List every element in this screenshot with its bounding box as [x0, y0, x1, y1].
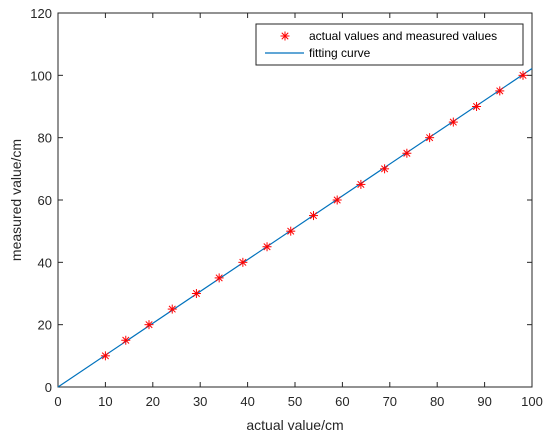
data-point [472, 102, 482, 111]
data-point [402, 148, 412, 158]
data-point [518, 70, 528, 80]
y-tick-label: 100 [30, 68, 52, 83]
legend-marker-icon [280, 31, 290, 41]
data-point [214, 273, 224, 283]
x-tick-label: 40 [240, 394, 254, 409]
x-tick-label: 100 [521, 394, 543, 409]
data-point [356, 179, 366, 189]
data-point [286, 226, 296, 236]
x-tick-label: 70 [383, 394, 397, 409]
x-tick-label: 30 [193, 394, 207, 409]
data-point [332, 195, 342, 205]
y-tick-label: 60 [38, 193, 52, 208]
x-tick-label: 60 [335, 394, 349, 409]
y-tick-label: 40 [38, 255, 52, 270]
data-point [425, 133, 435, 143]
x-tick-label: 20 [146, 394, 160, 409]
data-point [380, 164, 390, 174]
data-point [238, 257, 248, 267]
x-tick-label: 0 [54, 394, 61, 409]
x-tick-label: 90 [477, 394, 491, 409]
y-tick-label: 20 [38, 318, 52, 333]
data-point [121, 335, 131, 345]
y-tick-label: 120 [30, 6, 52, 21]
data-point [144, 320, 154, 330]
x-tick-label: 50 [288, 394, 302, 409]
y-axis-label: measured value/cm [8, 139, 24, 261]
legend: actual values and measured values fitting… [255, 23, 524, 66]
data-point [191, 289, 201, 298]
data-point [167, 304, 177, 314]
plot-area [57, 12, 533, 388]
legend-label: fitting curve [309, 46, 371, 60]
x-axis-label: actual value/cm [246, 417, 343, 433]
x-tick-label: 80 [430, 394, 444, 409]
data-point [448, 117, 458, 127]
data-point [495, 86, 505, 96]
y-tick-label: 80 [38, 131, 52, 146]
data-point [262, 242, 272, 252]
data-point [308, 211, 318, 221]
y-tick-label: 0 [45, 380, 52, 395]
data-point [100, 351, 110, 361]
legend-box [255, 23, 524, 66]
x-tick-label: 10 [98, 394, 112, 409]
legend-label: actual values and measured values [309, 29, 497, 43]
